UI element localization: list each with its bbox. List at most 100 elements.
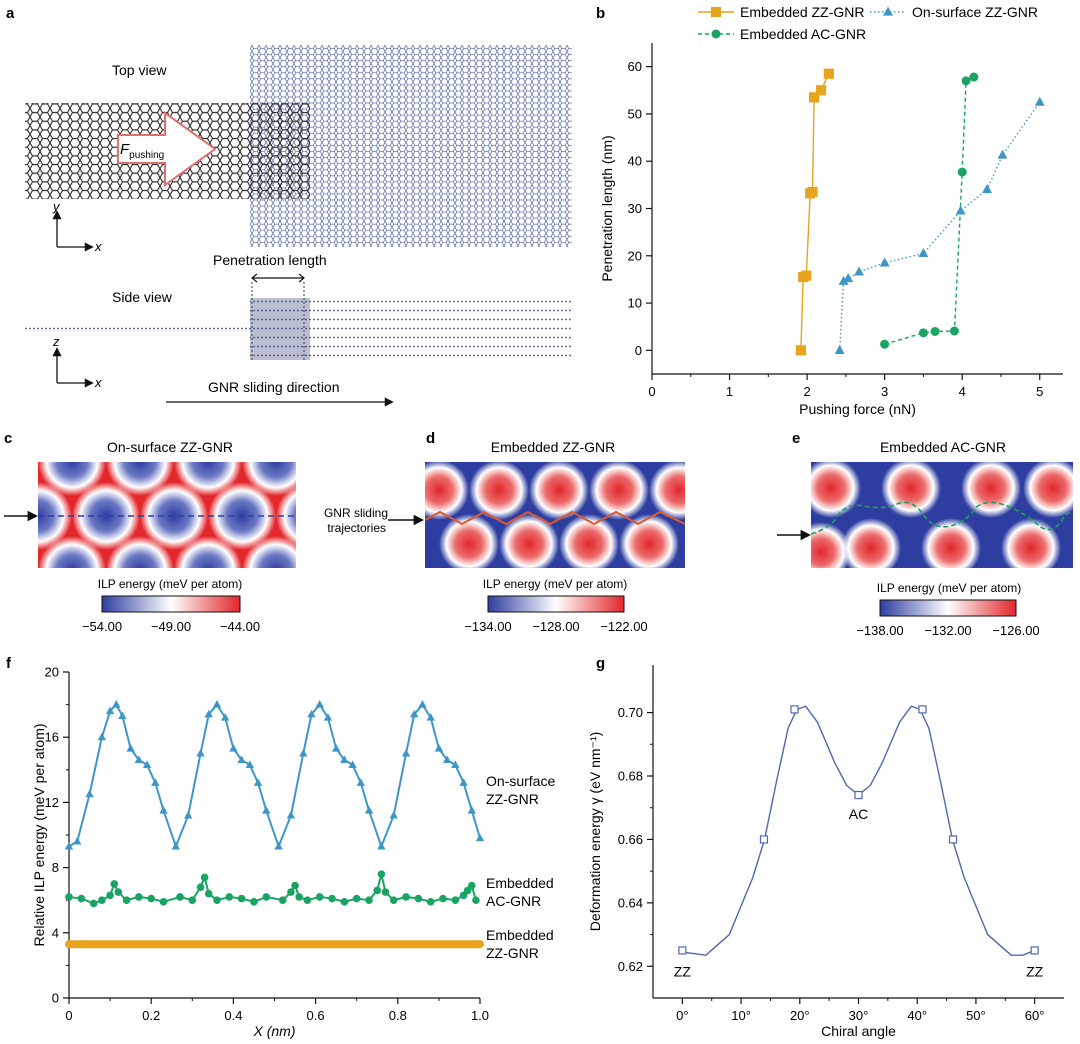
cbar-d-title: ILP energy (meV per atom) [483,577,628,591]
map-e-maximum [961,462,1021,518]
f-data-point [352,894,361,903]
f-data-point [377,870,386,878]
panel-label-a: a [6,5,15,22]
panel-f-chart: f 0 0.2 0.4 0.6 0.8 1.0 0 4 8 12 16 20 X (nm) Relativ… [6,655,555,1039]
b-data-point [879,257,890,267]
f-data-point [188,896,197,904]
map-e-maximum [1023,462,1073,518]
f-data-point [299,748,308,757]
g-y-tick-label: 0.66 [618,832,643,847]
svg-text:Fpushing: Fpushing [120,141,164,161]
map-d-maximum [469,462,529,520]
f-x-tick-label: 0.6 [307,1008,325,1023]
map-e-maximum [811,462,861,518]
b-x-tick-label: 3 [881,384,888,399]
f-data-point [291,881,299,890]
f-data-point [389,896,398,904]
b-legend-marker [711,29,721,39]
f-data-point [418,700,427,708]
f-data-point [253,778,263,786]
panel-c-title: On-surface ZZ-GNR [107,439,233,455]
trajectory-e [811,501,1073,535]
f-data-point [122,896,131,904]
f-data-point [135,893,143,901]
f-data-point [73,836,82,845]
force-subscript: pushing [129,150,164,161]
b-data-point [854,266,865,276]
gnr-side-line [25,327,253,331]
f-y-tick-label: 8 [52,860,59,875]
b-legend-marker [883,6,893,16]
f-x-tick-label: 0.8 [389,1008,407,1023]
colorbar-e [879,599,1017,617]
f-x-tick-label: 1.0 [471,1008,489,1023]
f-data-point [204,889,213,898]
b-legend-label: On-surface ZZ-GNR [912,4,1038,20]
map-d-maximum [619,514,679,568]
map-c-minimum [276,485,296,547]
b-y-tick-label: 50 [628,106,642,121]
b-data-point [807,186,818,198]
f-data-point [105,706,115,715]
f-data-point [221,713,230,721]
cbar-d-tick-2: −122.00 [600,619,647,634]
b-data-point [808,92,820,103]
g-data-point [678,946,687,955]
f-data-point [250,898,258,906]
b-series-line-2 [838,101,1041,351]
f-x-axis-label: X (nm) [253,1023,296,1039]
b-legend-marker [710,6,722,18]
b-data-point [930,326,940,336]
g-y-tick-label: 0.62 [618,959,643,974]
f-y-tick-label: 0 [52,991,59,1006]
f-data-point [118,711,127,720]
b-data-point [957,167,967,177]
map-e-maximum [881,462,941,518]
g-data-point [790,705,799,714]
f-x-tick-label: 0.4 [224,1008,242,1023]
f-data-point [200,873,209,882]
g-annotation-ac: AC [849,806,868,822]
b-legend-label: Embedded ZZ-GNR [740,4,864,20]
f-data-point [348,760,357,768]
cbar-d-tick-0: −134.00 [464,619,511,634]
f-data-point [426,898,435,906]
f-data-point [196,883,205,891]
g-y-axis-label: Deformation energy γ (eV nm⁻¹) [587,732,603,932]
map-d-maximum [439,514,499,568]
substrate-side-layers [250,298,572,360]
f-data-point [323,713,333,721]
cbar-e-tick-0: −138.00 [856,623,903,638]
map-e-maximum [1001,518,1061,568]
g-data-point [948,835,958,844]
f-data-point [331,744,341,752]
map-c-minimum [174,462,242,496]
side-view-label: Side view [112,289,173,305]
panel-label-d: d [426,430,435,447]
b-x-tick-label: 2 [803,384,810,399]
f-data-point [147,894,155,903]
g-annotation-zz-left: ZZ [674,963,692,979]
map-c-minimum [38,462,106,496]
panel-e: e Embedded AC-GNR ILP energy (meV per at… [777,430,1073,638]
panel-a: a Top view Fpushing y x Penetration leng… [6,5,572,407]
f-y-axis-label: Relative ILP energy (meV per atom) [31,723,47,946]
f-data-point [245,760,255,768]
g-y-tick-label: 0.70 [618,705,643,720]
f-y-tick-label: 16 [45,730,59,745]
f-data-point [262,805,271,814]
map-e-maximum [841,518,901,568]
g-data-point [759,835,769,844]
b-data-point [801,270,812,281]
f-data-point [340,755,349,764]
f-series-label: Embedded [486,927,554,943]
map-c-minimum [106,462,174,496]
f-data-point [229,744,238,752]
b-data-point [843,273,854,283]
map-c-minimum [72,482,140,550]
f-data-point [434,744,444,752]
b-y-axis-label: Penetration length (nm) [599,135,615,281]
g-data-point [918,705,927,714]
f-data-point [225,893,234,901]
